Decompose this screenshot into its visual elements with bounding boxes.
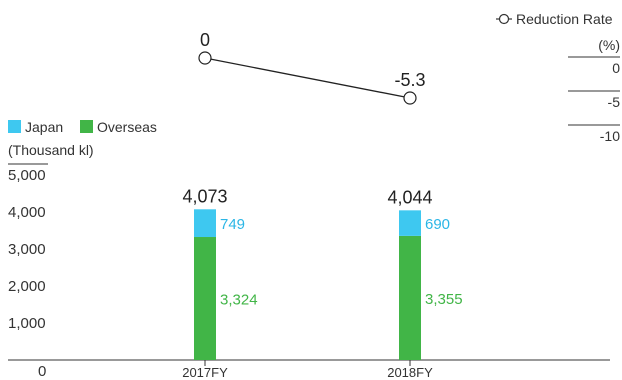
bar-overseas — [194, 237, 216, 360]
rate-axis-unit: (%) — [598, 37, 620, 53]
bar-total-label: 4,044 — [387, 187, 432, 207]
bar-total-label: 4,073 — [182, 186, 227, 206]
rate-tick-label: -10 — [600, 128, 620, 144]
bar-japan — [194, 209, 216, 238]
reduction-rate-point — [198, 51, 212, 65]
bar-japan — [399, 210, 421, 236]
bar-label-overseas: 3,355 — [425, 291, 463, 308]
y-axis-label: (Thousand kl) — [8, 142, 94, 158]
y-tick-label: 1,000 — [8, 315, 46, 332]
legend-swatch-overseas — [80, 120, 93, 133]
line-legend: Reduction Rate — [496, 11, 613, 27]
x-tick-label: 2017FY — [182, 365, 228, 380]
x-tick-label: 2018FY — [387, 365, 433, 380]
y-tick-label: 3,000 — [8, 241, 46, 258]
reduction-rate-label: 0 — [200, 30, 210, 50]
rate-axis: (%) 0 -5 -10 — [568, 37, 620, 144]
reduction-rate-label: -5.3 — [394, 70, 425, 90]
legend-label-japan: Japan — [25, 119, 63, 135]
rate-tick-label: -5 — [608, 94, 621, 110]
bar-label-overseas: 3,324 — [220, 292, 258, 309]
bar-overseas — [399, 235, 421, 360]
reduction-rate-point — [403, 91, 417, 105]
y-tick-label: 2,000 — [8, 278, 46, 295]
rate-tick-label: 0 — [612, 60, 620, 76]
y-tick-label: 5,000 — [8, 167, 46, 184]
reduction-rate-line — [204, 57, 411, 99]
legend-label-overseas: Overseas — [97, 119, 157, 135]
line-legend-swatch-marker — [498, 13, 510, 25]
bar-label-japan: 690 — [425, 216, 450, 233]
y-tick-label: 4,000 — [8, 204, 46, 221]
bar-legend: Japan Overseas — [8, 119, 157, 135]
y-tick-label: 0 — [38, 363, 46, 380]
bar-label-japan: 749 — [220, 216, 245, 233]
line-legend-label: Reduction Rate — [516, 11, 613, 27]
legend-swatch-japan — [8, 120, 21, 133]
